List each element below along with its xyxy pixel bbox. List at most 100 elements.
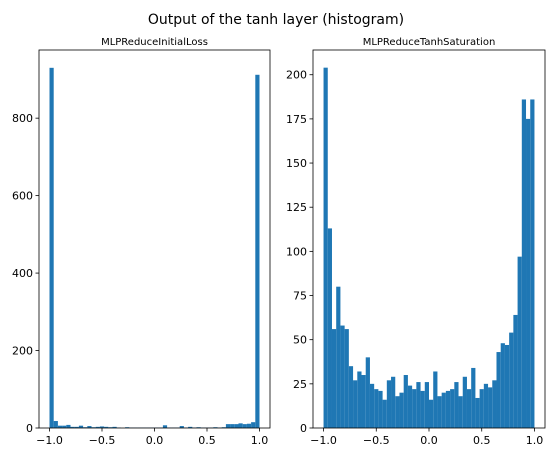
histogram-bar [479,389,484,428]
y-tick-label: 50 [293,334,307,347]
histogram-bar [526,118,531,428]
histogram-bar [441,392,446,428]
histogram-bar [521,99,527,428]
histogram-bar [179,426,184,428]
histogram-bar [488,387,493,428]
histogram-bar [492,380,497,428]
histogram-bar [386,380,392,428]
histogram-bar [517,256,522,428]
histogram-bar [412,389,417,428]
y-tick-label: 175 [286,113,307,126]
histogram-bar [348,366,354,428]
histogram-bar [471,367,476,428]
histogram-bar [424,382,429,428]
x-tick-label: 0.5 [198,434,216,447]
histogram-bar [416,382,421,428]
axes-frame [38,49,271,429]
histogram-bar [504,344,510,428]
histogram-bar [331,329,337,428]
histogram-bar [225,424,231,428]
histogram-bar [420,390,425,428]
histogram-bar [496,352,501,428]
x-tick-label: 0.5 [473,434,491,447]
histogram-bar [242,424,247,428]
histogram-bar [454,382,459,428]
histogram-bar [70,426,75,428]
x-tick-label: −1.0 [36,434,63,447]
histogram-bar [323,67,328,429]
histogram-bar [162,425,168,428]
subplot-title: MLPReduceTanhSaturation [363,37,496,48]
histogram-bar [66,424,71,428]
y-tick-label: 600 [12,190,33,203]
histogram-bar [238,423,243,428]
histogram-bar [246,423,252,428]
histogram-bar [99,426,105,428]
x-tick-label: −1.0 [310,434,337,447]
y-tick-label: 100 [286,245,307,258]
histogram-bar [57,425,63,428]
y-tick-label: 200 [286,69,307,82]
histogram-bar [466,389,472,428]
histogram-panels: MLPReduceInitialLoss −1.0 −0.5 0.0 0.5 1.0 0 20… [12,37,546,447]
histogram-bar [458,396,463,428]
histogram-bar [327,228,332,428]
y-tick-label: 75 [293,290,307,303]
x-tick-label: −0.5 [363,434,390,447]
histogram-bar [369,383,375,428]
histogram-bar [340,325,345,428]
histogram-bar [403,375,408,428]
histogram-bar [483,383,489,428]
histogram-bar [475,397,480,428]
histogram-bar [429,399,434,428]
histogram-bar [530,99,535,428]
y-tick-label: 25 [293,378,307,391]
histogram-bar [255,74,260,428]
histogram-bar [391,376,396,428]
histogram-bar [234,424,239,428]
histogram-bar [251,422,256,428]
histogram-bar [344,329,349,428]
histogram-bar [53,421,58,428]
histogram-bar [399,392,404,428]
histogram-bar [509,332,514,428]
histogram-bar [395,396,400,428]
histogram-panel-1: MLPReduceInitialLoss −1.0 −0.5 0.0 0.5 1.0 0 20… [12,37,271,447]
subplot-title: MLPReduceInitialLoss [101,37,208,48]
histogram-bar [445,390,451,428]
x-tick-label: 1.0 [526,434,544,447]
histogram-bar [462,376,467,428]
histogram-bar [357,371,362,428]
y-tick-label: 150 [286,157,307,170]
x-tick-label: 0.0 [420,434,438,447]
histogram-bar [374,389,379,428]
y-tick-label: 125 [286,201,307,214]
figure-title: Output of the tanh layer (histogram) [148,12,404,28]
histogram-bar [230,424,235,428]
histogram-bar [336,286,341,428]
histogram-bar [513,314,518,428]
histogram-bar [112,426,117,428]
histogram-bar [74,426,79,428]
histogram-bar [433,371,438,428]
histogram-bar [353,380,358,428]
histogram-bar [407,385,413,428]
y-tick-label: 200 [12,345,33,358]
histogram-bar [378,390,383,428]
histogram-bar [104,426,109,428]
histogram-bar [188,426,193,428]
histogram-bar [365,357,370,428]
y-tick-label: 400 [12,267,33,280]
histogram-bar [450,389,455,428]
histogram-bar [62,425,67,428]
histogram-bar [437,396,442,428]
x-tick-label: −0.5 [89,434,116,447]
histogram-bar [87,426,92,428]
histogram-bar [500,343,505,428]
histogram-bar [95,426,100,428]
histogram-bar [78,425,84,428]
histogram-bar [49,67,54,428]
y-tick-label: 0 [26,422,33,435]
x-tick-label: 1.0 [251,434,269,447]
